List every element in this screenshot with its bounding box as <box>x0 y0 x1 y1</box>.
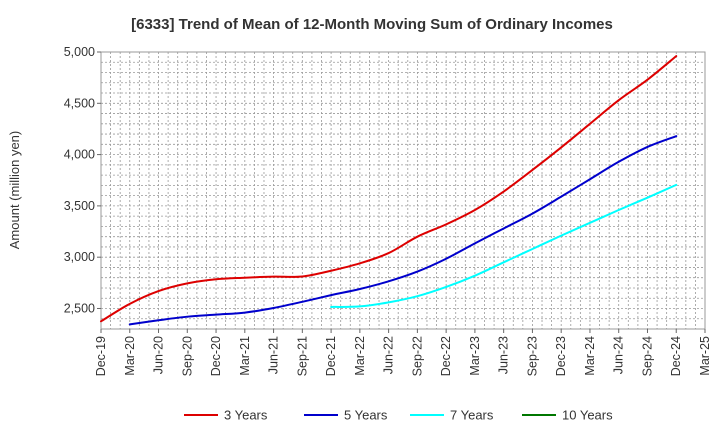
y-tick-label: 3,000 <box>64 250 95 264</box>
series-line-5-years <box>128 135 678 326</box>
x-tick-label: Jun-20 <box>152 336 166 374</box>
x-axis: Dec-19 Mar-20 Jun-20 Sep-20 Dec-20 Mar-21 Jun-… <box>94 329 712 376</box>
grid-layer <box>101 52 705 329</box>
y-tick-label: 2,500 <box>64 301 95 315</box>
x-tick-label: Dec-22 <box>439 336 453 376</box>
x-tick-label: Sep-23 <box>525 336 539 376</box>
y-tick-label: 4,500 <box>64 96 95 110</box>
plot-frame <box>100 51 706 330</box>
y-tick-label: 3,500 <box>64 199 95 213</box>
x-tick-label: Sep-22 <box>410 336 424 376</box>
chart-title: [6333] Trend of Mean of 12-Month Moving … <box>131 16 613 33</box>
y-axis-label: Amount (million yen) <box>7 131 22 250</box>
legend-label-7-years: 7 Years <box>450 408 494 423</box>
x-tick-label: Jun-23 <box>497 336 511 374</box>
y-tick-label: 4,000 <box>64 148 95 162</box>
x-tick-label: Jun-22 <box>382 336 396 374</box>
x-tick-label: Mar-23 <box>468 336 482 376</box>
x-tick-label: Jun-21 <box>267 336 281 374</box>
series-line-3-years <box>100 55 678 323</box>
x-tick-label: Dec-19 <box>94 336 108 376</box>
series-layer <box>100 55 678 326</box>
legend: 3 Years 5 Years 7 Years 10 Years <box>184 408 613 423</box>
series-line-7-years <box>330 183 678 308</box>
legend-label-10-years: 10 Years <box>562 408 613 423</box>
x-tick-label: Dec-20 <box>209 336 223 376</box>
x-tick-label: Sep-24 <box>640 336 654 376</box>
x-tick-label: Mar-21 <box>238 336 252 376</box>
legend-label-5-years: 5 Years <box>344 408 388 423</box>
x-tick-label: Sep-20 <box>180 336 194 376</box>
y-axis: 2,500 3,000 3,500 4,000 4,500 5,000 <box>64 45 101 315</box>
x-tick-label: Mar-22 <box>353 336 367 376</box>
x-tick-label: Dec-21 <box>324 336 338 376</box>
x-tick-label: Dec-23 <box>554 336 568 376</box>
y-tick-label: 5,000 <box>64 45 95 59</box>
x-tick-label: Mar-20 <box>123 336 137 376</box>
x-tick-label: Mar-25 <box>698 336 712 376</box>
legend-label-3-years: 3 Years <box>224 408 268 423</box>
x-tick-label: Dec-24 <box>669 336 683 376</box>
x-tick-label: Mar-24 <box>583 336 597 376</box>
x-tick-label: Jun-24 <box>612 336 626 374</box>
x-tick-label: Sep-21 <box>295 336 309 376</box>
